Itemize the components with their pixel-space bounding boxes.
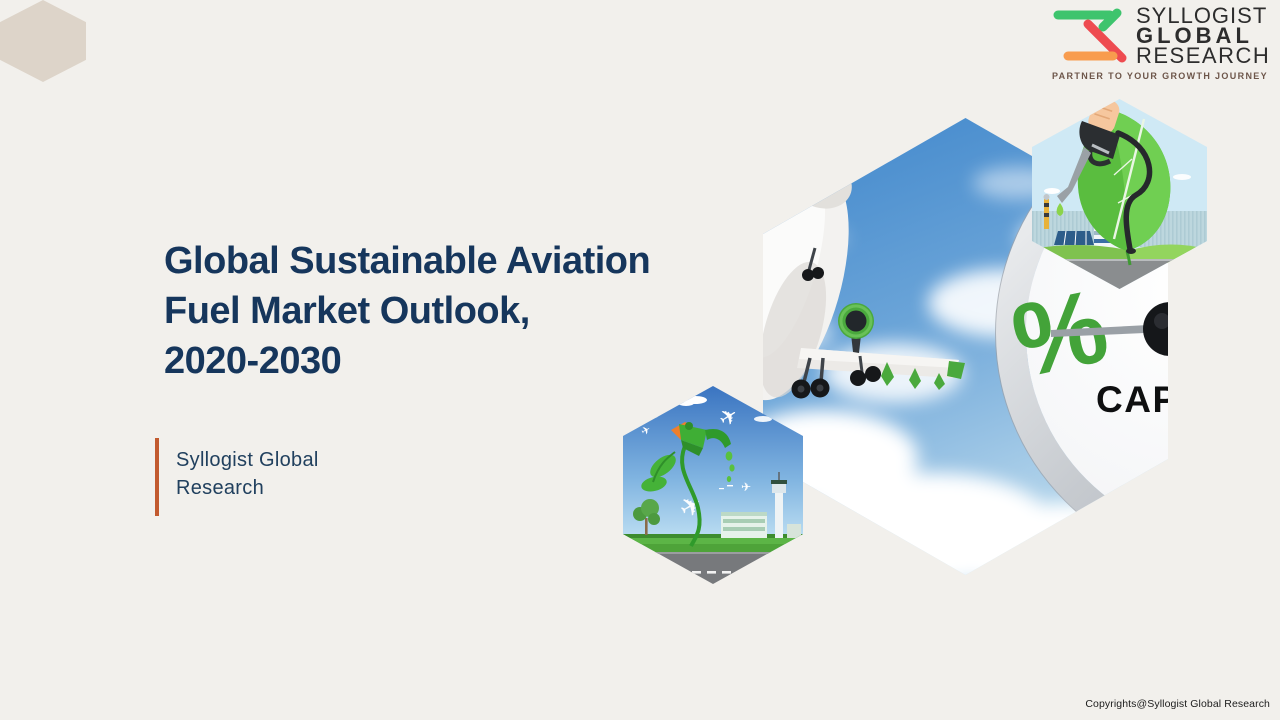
logo-word-global: GLOBAL bbox=[1136, 23, 1253, 48]
fuel-hose bbox=[1115, 130, 1153, 252]
logo-word-syllogist: SYLLOGIST bbox=[1136, 3, 1268, 28]
title-line-2: Fuel Market Outlook, bbox=[164, 290, 530, 332]
marker-pole bbox=[1043, 194, 1050, 229]
company-logo: SYLLOGIST GLOBAL RESEARCH PARTNER TO YOU… bbox=[1052, 3, 1271, 82]
decorative-beige-hexagon bbox=[0, 0, 86, 82]
fuel-drop bbox=[1056, 203, 1064, 216]
accent-bar bbox=[155, 438, 159, 516]
green-wingtip bbox=[947, 361, 965, 379]
control-tower bbox=[771, 472, 787, 538]
syllogist-logo-icon bbox=[1053, 8, 1127, 63]
page-title: Global Sustainable Aviation Fuel Market … bbox=[164, 236, 651, 386]
fuel-hose bbox=[680, 445, 702, 547]
gauge-needle bbox=[1051, 324, 1168, 337]
svg-text:✈: ✈ bbox=[741, 480, 751, 494]
solar-panel bbox=[1054, 231, 1094, 245]
logo-tagline: PARTNER TO YOUR GROWTH JOURNEY bbox=[1052, 71, 1269, 81]
subtitle: Syllogist Global Research bbox=[176, 446, 319, 502]
road bbox=[1032, 259, 1207, 289]
title-line-1: Global Sustainable Aviation bbox=[164, 240, 651, 282]
trees bbox=[633, 499, 660, 535]
subtitle-line-1: Syllogist Global bbox=[176, 449, 319, 471]
green-fuel-nozzle-icon bbox=[641, 422, 735, 547]
logo-wordmark: SYLLOGIST GLOBAL RESEARCH bbox=[1136, 3, 1271, 68]
logo-word-research: RESEARCH bbox=[1136, 43, 1271, 68]
copyright-text: Copyrights@Syllogist Global Research bbox=[1085, 698, 1270, 710]
fuel-nozzle-leaf-hexagon bbox=[1032, 99, 1207, 289]
fuel-drop bbox=[725, 451, 733, 461]
title-line-3: 2020-2030 bbox=[164, 340, 342, 382]
fuel-nozzle-icon bbox=[1079, 121, 1120, 159]
gauge-label: CAP bbox=[1096, 379, 1168, 420]
subtitle-line-2: Research bbox=[176, 477, 264, 499]
airport-illustration-hexagon: ✈ ✈ ✈ ✈ bbox=[623, 386, 803, 584]
runway-road bbox=[623, 552, 803, 584]
airport-terminal bbox=[721, 512, 801, 538]
